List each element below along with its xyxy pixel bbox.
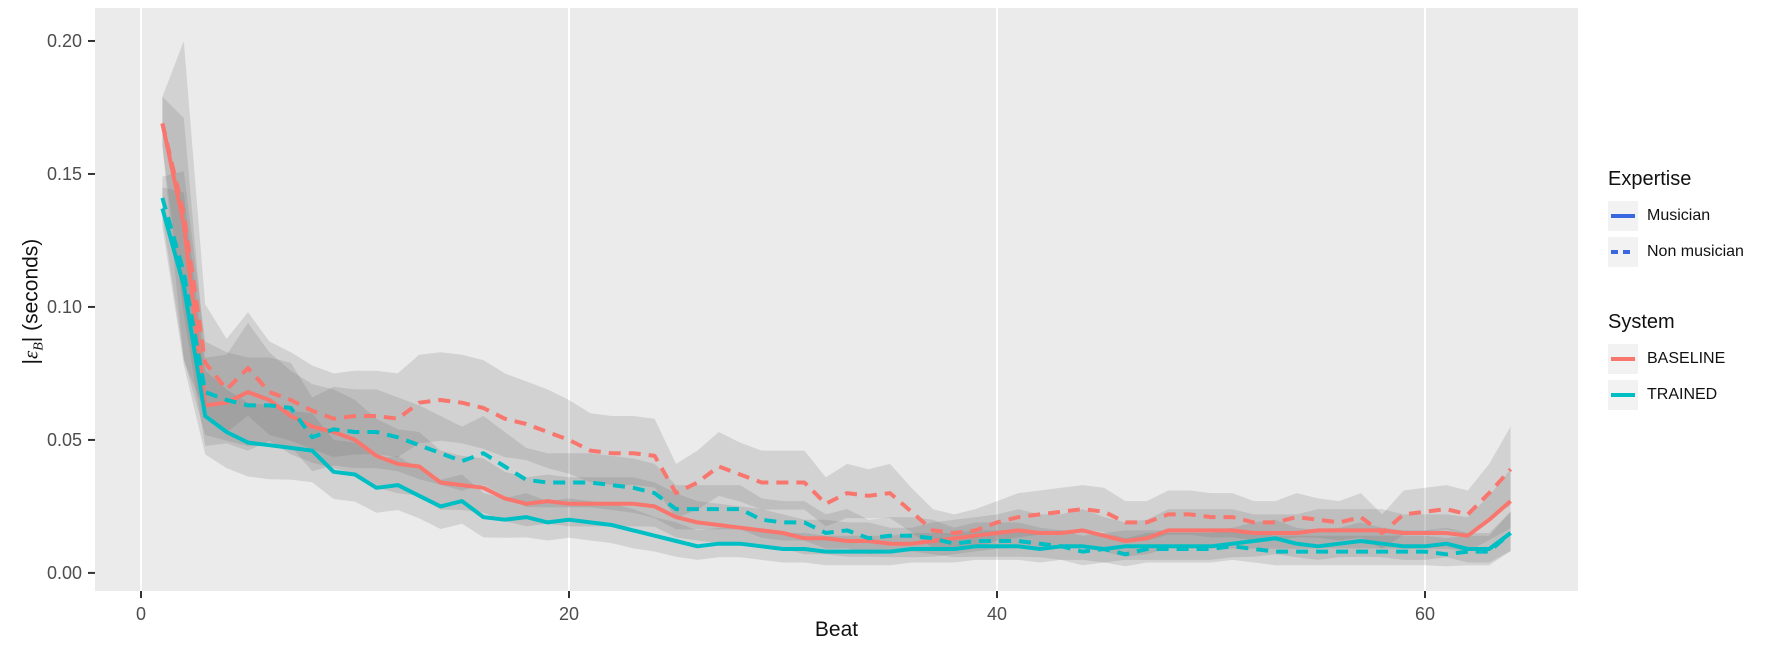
legend-group-expertise: Expertise Musician Non musician (1608, 168, 1772, 267)
y-tick-label-0.15: 0.15 (47, 164, 82, 184)
ribbon-baseline-musician (162, 96, 1511, 558)
y-tick-label-0.05: 0.05 (47, 430, 82, 450)
legend-title-system: System (1608, 311, 1675, 333)
solid-line-swatch-icon (1611, 214, 1635, 218)
y-tick-label-0.20: 0.20 (47, 31, 82, 51)
dashed-line-swatch-icon (1611, 250, 1635, 254)
trained-color-swatch-icon (1611, 393, 1635, 397)
legend: Expertise Musician Non musician Sy (1608, 168, 1772, 454)
series-line-trained-non-musician (160, 197, 1512, 557)
y-axis-title-bar-open: | (19, 359, 43, 365)
x-tick-label-20: 20 (559, 604, 579, 624)
x-tick-label-0: 0 (136, 604, 146, 624)
legend-item-trained: TRAINED (1608, 380, 1772, 410)
legend-label-trained: TRAINED (1647, 386, 1718, 403)
legend-key-baseline (1608, 344, 1638, 374)
plot-panel (95, 8, 1578, 591)
y-tick-label-0.00: 0.00 (47, 563, 82, 583)
x-axis-title: Beat (814, 618, 859, 641)
y-axis-title-bar-close: | (19, 336, 43, 343)
x-tick-label-60: 60 (1415, 604, 1435, 624)
epsilon-subscript: B (31, 342, 47, 351)
series-line-trained-musician (160, 207, 1512, 554)
legend-label-musician: Musician (1647, 207, 1711, 224)
legend-key-trained (1608, 380, 1638, 410)
legend-label-non-musician: Non musician (1647, 243, 1744, 260)
ribbon-baseline-non-musician (162, 41, 1511, 549)
legend-item-non-musician: Non musician (1608, 237, 1772, 267)
ribbon-trained-musician (162, 187, 1511, 566)
x-tick-label-40: 40 (987, 604, 1007, 624)
legend-key-non-musician (1608, 237, 1638, 267)
ribbon-trained-non-musician (162, 171, 1511, 567)
legend-group-system: System BASELINE TRAINED (1608, 311, 1772, 410)
epsilon-symbol: ε (18, 350, 43, 360)
baseline-color-swatch-icon (1611, 357, 1635, 361)
y-axis-title: |εB| (seconds) (18, 207, 47, 397)
series-line-baseline-musician (160, 122, 1512, 546)
series-line-baseline-non-musician (160, 122, 1513, 535)
y-tick-label-0.10: 0.10 (47, 297, 82, 317)
legend-item-musician: Musician (1608, 201, 1772, 231)
legend-item-baseline: BASELINE (1608, 344, 1772, 374)
legend-title-expertise: Expertise (1608, 168, 1692, 190)
legend-label-baseline: BASELINE (1647, 350, 1726, 367)
legend-key-musician (1608, 201, 1638, 231)
y-axis-title-units: (seconds) (19, 238, 43, 337)
